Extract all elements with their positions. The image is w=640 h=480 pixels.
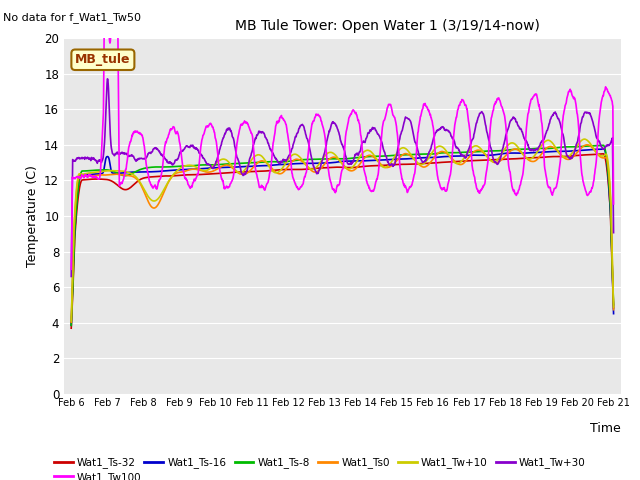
Wat1_Ts-32 xyxy=(319,165,326,171)
Wat1_Ts-32 xyxy=(610,305,618,311)
Wat1_Ts0 xyxy=(298,158,305,164)
Wat1_Ts-8 xyxy=(610,302,618,308)
Wat1_Tw+30 xyxy=(132,158,140,164)
Wat1_Ts-8 xyxy=(308,156,316,162)
Wat1_Tw+10 xyxy=(67,318,75,324)
Wat1_Ts-8 xyxy=(319,156,326,162)
Wat1_Tw100 xyxy=(610,201,618,207)
Wat1_Tw+30 xyxy=(104,76,111,82)
Wat1_Ts0 xyxy=(583,142,591,148)
Wat1_Ts-32 xyxy=(308,166,316,171)
Wat1_Ts-32 xyxy=(67,325,75,331)
Wat1_Tw100 xyxy=(319,123,326,129)
Line: Wat1_Ts-32: Wat1_Ts-32 xyxy=(71,154,614,328)
Line: Wat1_Ts0: Wat1_Ts0 xyxy=(71,145,614,322)
Wat1_Tw100 xyxy=(309,119,317,124)
Wat1_Ts-16 xyxy=(376,157,384,163)
Wat1_Tw+30 xyxy=(109,152,117,157)
Wat1_Ts-16 xyxy=(600,146,608,152)
Wat1_Ts-8 xyxy=(600,143,607,148)
Text: Time: Time xyxy=(590,422,621,435)
Wat1_Tw+10 xyxy=(319,156,326,162)
Wat1_Ts-16 xyxy=(67,322,75,328)
Text: MB_tule: MB_tule xyxy=(75,53,131,66)
Wat1_Tw+10 xyxy=(580,136,588,142)
Wat1_Ts-32 xyxy=(298,167,305,172)
Wat1_Ts0 xyxy=(319,164,326,170)
Wat1_Tw100 xyxy=(298,183,305,189)
Wat1_Tw100 xyxy=(132,129,140,134)
Wat1_Ts0 xyxy=(376,160,384,166)
Line: Wat1_Tw+30: Wat1_Tw+30 xyxy=(71,79,614,276)
Wat1_Ts0 xyxy=(308,168,316,174)
Wat1_Ts-16 xyxy=(131,169,139,175)
Wat1_Tw+30 xyxy=(319,156,326,162)
Wat1_Tw+30 xyxy=(298,122,305,128)
Wat1_Ts-8 xyxy=(376,153,384,159)
Wat1_Tw+10 xyxy=(376,161,384,167)
Wat1_Tw100 xyxy=(67,266,75,272)
Wat1_Tw+30 xyxy=(67,274,75,279)
Line: Wat1_Tw+10: Wat1_Tw+10 xyxy=(71,139,614,321)
Wat1_Ts-32 xyxy=(600,151,607,156)
Wat1_Tw+30 xyxy=(610,230,618,236)
Line: Wat1_Ts-16: Wat1_Ts-16 xyxy=(71,149,614,325)
Wat1_Ts-16 xyxy=(319,160,326,166)
Wat1_Ts0 xyxy=(67,319,75,325)
Wat1_Ts-32 xyxy=(131,180,139,186)
Line: Wat1_Tw100: Wat1_Tw100 xyxy=(71,0,614,269)
Wat1_Ts-16 xyxy=(610,311,618,316)
Wat1_Ts-16 xyxy=(109,170,117,176)
Wat1_Tw+10 xyxy=(131,173,139,179)
Wat1_Ts0 xyxy=(131,175,139,181)
Wat1_Ts-8 xyxy=(109,168,117,174)
Wat1_Ts0 xyxy=(610,307,618,312)
Wat1_Ts-16 xyxy=(308,160,316,166)
Wat1_Tw+30 xyxy=(309,161,317,167)
Wat1_Ts-32 xyxy=(109,179,117,185)
Wat1_Ts-8 xyxy=(131,169,139,175)
Wat1_Tw+10 xyxy=(298,156,305,162)
Legend: Wat1_Tw100: Wat1_Tw100 xyxy=(50,468,146,480)
Wat1_Ts-8 xyxy=(298,157,305,163)
Wat1_Tw+30 xyxy=(376,135,384,141)
Wat1_Ts-16 xyxy=(298,160,305,166)
Wat1_Tw+10 xyxy=(308,167,316,172)
Title: MB Tule Tower: Open Water 1 (3/19/14-now): MB Tule Tower: Open Water 1 (3/19/14-now… xyxy=(234,19,540,33)
Wat1_Ts-8 xyxy=(67,323,75,328)
Y-axis label: Temperature (C): Temperature (C) xyxy=(26,165,38,267)
Wat1_Tw100 xyxy=(376,148,384,154)
Text: No data for f_Wat1_Tw50: No data for f_Wat1_Tw50 xyxy=(3,12,141,23)
Wat1_Ts0 xyxy=(109,171,117,177)
Line: Wat1_Ts-8: Wat1_Ts-8 xyxy=(71,145,614,325)
Wat1_Tw100 xyxy=(109,0,117,6)
Wat1_Tw+10 xyxy=(109,168,117,174)
Wat1_Ts-32 xyxy=(376,163,384,168)
Wat1_Tw+10 xyxy=(610,304,618,310)
Legend: Wat1_Ts-32, Wat1_Ts-16, Wat1_Ts-8, Wat1_Ts0, Wat1_Tw+10, Wat1_Tw+30: Wat1_Ts-32, Wat1_Ts-16, Wat1_Ts-8, Wat1_… xyxy=(50,453,590,472)
